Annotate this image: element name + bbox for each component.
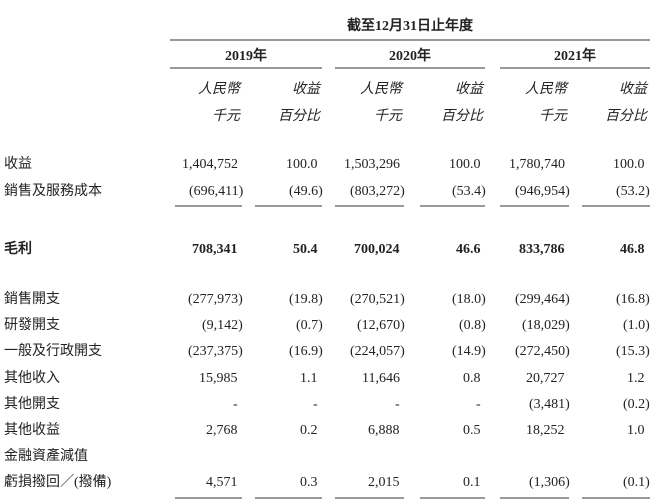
cell-value: - <box>233 397 238 412</box>
cell-value: (277,973) <box>188 292 243 307</box>
column-subheader: 收益 <box>292 82 320 97</box>
cell-value: (0.7) <box>296 318 323 333</box>
cell-value: 1,780,740 <box>509 157 565 172</box>
cell-value: 700,024 <box>354 242 400 257</box>
cell-value: (0.1) <box>623 475 650 490</box>
cell-value: - <box>476 397 481 412</box>
cell-value: 6,888 <box>368 423 400 438</box>
cell-value: (946,954) <box>515 184 570 199</box>
cell-value: 1.2 <box>627 371 645 386</box>
row-label: 虧損撥回／(撥備) <box>4 475 112 490</box>
row-label: 其他收益 <box>4 423 60 438</box>
cell-value: 1.0 <box>627 423 645 438</box>
column-subheader: 人民幣 <box>525 82 567 97</box>
cell-value: - <box>395 397 400 412</box>
cell-value: 46.6 <box>456 242 481 257</box>
cell-value: (53.2) <box>616 184 650 199</box>
cell-value: (237,375) <box>188 344 243 359</box>
cell-value: (18.0) <box>452 292 486 307</box>
cell-value: (299,464) <box>515 292 570 307</box>
cell-value: 11,646 <box>362 371 400 386</box>
cell-value: (49.6) <box>289 184 323 199</box>
cell-value: 1.1 <box>300 371 318 386</box>
row-label: 其他收入 <box>4 371 60 386</box>
period-header: 截至12月31日止年度 <box>347 19 473 34</box>
cell-value: (224,057) <box>350 344 405 359</box>
cell-value: (1,306) <box>529 475 570 490</box>
cell-value: 2,015 <box>368 475 400 490</box>
row-label: 研發開支 <box>4 318 60 333</box>
cell-value: (803,272) <box>350 184 405 199</box>
column-subheader: 收益 <box>455 82 483 97</box>
cell-value: (696,411) <box>189 184 244 199</box>
cell-value: 18,252 <box>526 423 565 438</box>
row-label: 金融資產減值 <box>4 449 88 464</box>
row-label: 收益 <box>4 157 32 172</box>
cell-value: 2,768 <box>206 423 238 438</box>
cell-value: 0.8 <box>463 371 481 386</box>
cell-value: (0.2) <box>623 397 650 412</box>
cell-value: 1,503,296 <box>344 157 400 172</box>
row-label: 其他開支 <box>4 397 60 412</box>
cell-value: (16.8) <box>616 292 650 307</box>
row-label: 毛利 <box>4 242 32 257</box>
column-subheader: 收益 <box>619 82 647 97</box>
column-subheader: 千元 <box>212 109 240 124</box>
cell-value: 833,786 <box>519 242 565 257</box>
cell-value: (53.4) <box>452 184 486 199</box>
cell-value: 708,341 <box>192 242 238 257</box>
column-subheader: 百分比 <box>278 109 320 124</box>
cell-value: (14.9) <box>452 344 486 359</box>
cell-value: (18,029) <box>522 318 570 333</box>
cell-value: (0.8) <box>459 318 486 333</box>
cell-value: (270,521) <box>350 292 405 307</box>
column-subheader: 人民幣 <box>360 82 402 97</box>
cell-value: 46.8 <box>620 242 645 257</box>
cell-value: 0.1 <box>463 475 481 490</box>
row-label: 一般及行政開支 <box>4 344 102 359</box>
cell-value: (19.8) <box>289 292 323 307</box>
year-header: 2019年 <box>225 49 267 64</box>
cell-value: (9,142) <box>202 318 243 333</box>
cell-value: 15,985 <box>199 371 238 386</box>
cell-value: (3,481) <box>529 397 570 412</box>
column-subheader: 百分比 <box>441 109 483 124</box>
column-subheader: 人民幣 <box>198 82 240 97</box>
cell-value: 0.5 <box>463 423 481 438</box>
cell-value: 20,727 <box>526 371 565 386</box>
year-header: 2021年 <box>554 49 596 64</box>
cell-value: (16.9) <box>289 344 323 359</box>
cell-value: (272,450) <box>515 344 570 359</box>
cell-value: (1.0) <box>623 318 650 333</box>
cell-value: 100.0 <box>449 157 481 172</box>
cell-value: 0.2 <box>300 423 318 438</box>
cell-value: 50.4 <box>293 242 318 257</box>
cell-value: 100.0 <box>613 157 645 172</box>
cell-value: 100.0 <box>286 157 318 172</box>
row-label: 銷售及服務成本 <box>4 184 102 199</box>
cell-value: - <box>313 397 318 412</box>
cell-value: 0.3 <box>300 475 318 490</box>
column-subheader: 千元 <box>539 109 567 124</box>
row-label: 銷售開支 <box>4 292 60 307</box>
year-header: 2020年 <box>389 49 431 64</box>
cell-value: (15.3) <box>616 344 650 359</box>
cell-value: 4,571 <box>206 475 238 490</box>
column-subheader: 千元 <box>374 109 402 124</box>
cell-value: 1,404,752 <box>182 157 238 172</box>
column-subheader: 百分比 <box>605 109 647 124</box>
cell-value: (12,670) <box>357 318 405 333</box>
